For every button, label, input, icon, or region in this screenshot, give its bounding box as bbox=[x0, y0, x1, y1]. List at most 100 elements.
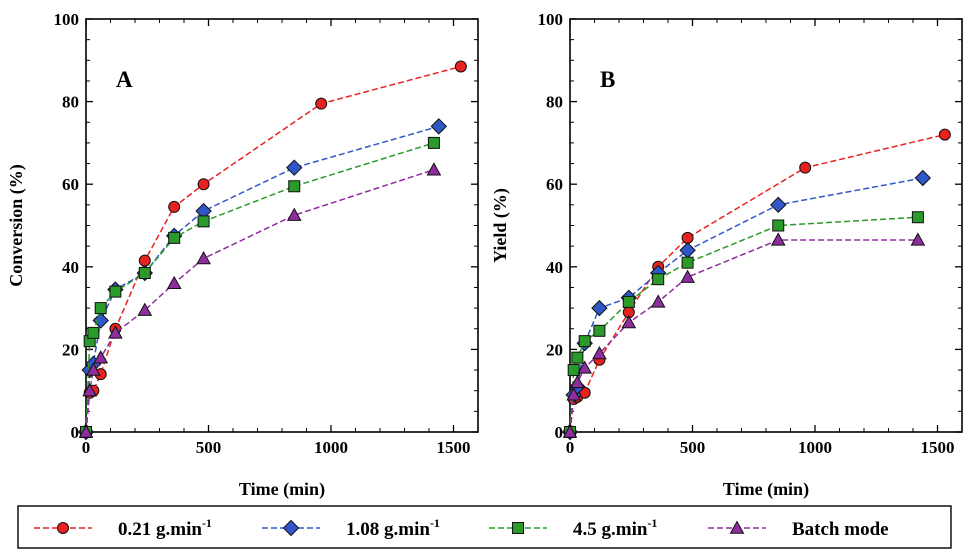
data-point bbox=[87, 326, 100, 339]
data-point bbox=[914, 169, 932, 187]
x-tick-label: 1000 bbox=[798, 438, 832, 457]
series-circle bbox=[564, 128, 951, 438]
series-diamond bbox=[561, 169, 932, 441]
series-square bbox=[564, 211, 924, 438]
data-point bbox=[567, 364, 580, 377]
data-point bbox=[910, 232, 926, 246]
x-tick-label: 0 bbox=[82, 438, 91, 457]
data-point bbox=[138, 266, 151, 279]
legend: 0.21 g.min-1 1.08 g.min-1 4.5 g.min-1 Batch… bbox=[17, 505, 952, 549]
data-point bbox=[286, 207, 302, 221]
data-point bbox=[92, 312, 109, 329]
series-line bbox=[85, 125, 440, 433]
legend-item: Batch mode bbox=[708, 519, 889, 540]
y-axis-title: Conversion (%) bbox=[6, 164, 27, 287]
y-tick-label: 20 bbox=[62, 340, 79, 359]
data-point bbox=[681, 231, 694, 244]
y-tick-label: 40 bbox=[62, 258, 79, 277]
data-point bbox=[82, 383, 98, 397]
legend-item: 4.5 g.min-1 bbox=[489, 516, 657, 540]
data-point bbox=[168, 200, 181, 213]
data-point bbox=[938, 128, 951, 141]
y-tick-label: 60 bbox=[546, 175, 563, 194]
plot-frame bbox=[569, 18, 963, 433]
x-axis-title: Time (min) bbox=[239, 479, 325, 500]
y-tick-label: 20 bbox=[546, 340, 563, 359]
data-point bbox=[679, 242, 696, 259]
data-point bbox=[109, 285, 122, 298]
data-point bbox=[681, 256, 694, 269]
legend-marker bbox=[282, 519, 300, 537]
legend-label-superscript: -1 bbox=[430, 516, 440, 530]
data-point bbox=[430, 118, 448, 135]
y-tick-label: 60 bbox=[62, 175, 79, 194]
legend-item: 1.08 g.min-1 bbox=[262, 516, 440, 540]
data-point bbox=[621, 315, 637, 329]
data-point bbox=[196, 251, 211, 265]
chart-panel-a: 0 500 1000 1500 0 20 40 60 80 100 Time (min) Conver… bbox=[6, 10, 479, 500]
legend-label-text: 1.08 g.min bbox=[346, 519, 430, 540]
data-point bbox=[577, 360, 593, 374]
series-circle bbox=[80, 60, 467, 438]
data-point bbox=[911, 211, 924, 224]
y-axis-title: Yield (%) bbox=[490, 188, 511, 263]
panel-label: A bbox=[116, 67, 133, 92]
data-point bbox=[286, 159, 303, 176]
data-point bbox=[288, 180, 301, 193]
data-point bbox=[562, 424, 578, 438]
legend-label: 1.08 g.min-1 bbox=[346, 516, 440, 540]
data-point bbox=[591, 299, 608, 317]
panel-label: B bbox=[600, 67, 615, 92]
series-triangle bbox=[78, 162, 442, 438]
data-point bbox=[94, 302, 107, 315]
series-diamond bbox=[77, 118, 448, 441]
legend-marker bbox=[57, 522, 69, 534]
data-point bbox=[197, 215, 210, 228]
data-point bbox=[570, 374, 585, 389]
data-point bbox=[426, 162, 442, 176]
data-point bbox=[622, 295, 635, 308]
legend-label: Batch mode bbox=[792, 519, 889, 540]
y-tick-label: 80 bbox=[62, 93, 79, 112]
series-line bbox=[569, 133, 946, 433]
data-point bbox=[592, 346, 607, 360]
series-line bbox=[85, 65, 462, 433]
x-tick-label: 500 bbox=[680, 438, 706, 457]
data-point bbox=[650, 294, 666, 308]
series-line bbox=[85, 168, 435, 433]
legend-frame bbox=[17, 505, 952, 549]
data-point bbox=[427, 136, 440, 149]
series-square bbox=[80, 136, 440, 438]
x-tick-label: 1500 bbox=[437, 438, 471, 457]
x-tick-label: 500 bbox=[196, 438, 222, 457]
legend-marker bbox=[512, 522, 524, 534]
x-axis-title: Time (min) bbox=[723, 479, 809, 500]
series-triangle bbox=[562, 232, 926, 438]
data-point bbox=[680, 269, 695, 283]
x-tick-label: 1000 bbox=[314, 438, 348, 457]
series-line bbox=[85, 142, 435, 433]
legend-label: 0.21 g.min-1 bbox=[118, 516, 212, 540]
y-tick-label: 0 bbox=[71, 423, 80, 442]
chart-panel-b: 0 500 1000 1500 0 20 40 60 80 100 Time (min) Yield … bbox=[490, 10, 963, 500]
data-point bbox=[93, 350, 109, 364]
data-point bbox=[166, 275, 182, 290]
data-point bbox=[799, 161, 812, 174]
data-point bbox=[168, 231, 181, 244]
y-tick-label: 0 bbox=[555, 423, 564, 442]
legend-marker bbox=[729, 520, 745, 534]
data-point bbox=[86, 362, 101, 376]
data-point bbox=[571, 351, 584, 364]
data-point bbox=[137, 302, 153, 316]
data-point bbox=[454, 60, 467, 73]
legend-label-superscript: -1 bbox=[202, 516, 212, 530]
data-point bbox=[770, 232, 786, 246]
series-line bbox=[569, 216, 918, 433]
series-line bbox=[569, 239, 918, 433]
y-tick-label: 100 bbox=[54, 10, 80, 29]
x-tick-label: 1500 bbox=[921, 438, 955, 457]
data-point bbox=[108, 325, 123, 339]
legend-label-text: 0.21 g.min bbox=[118, 519, 202, 540]
legend-label-superscript: -1 bbox=[647, 516, 657, 530]
